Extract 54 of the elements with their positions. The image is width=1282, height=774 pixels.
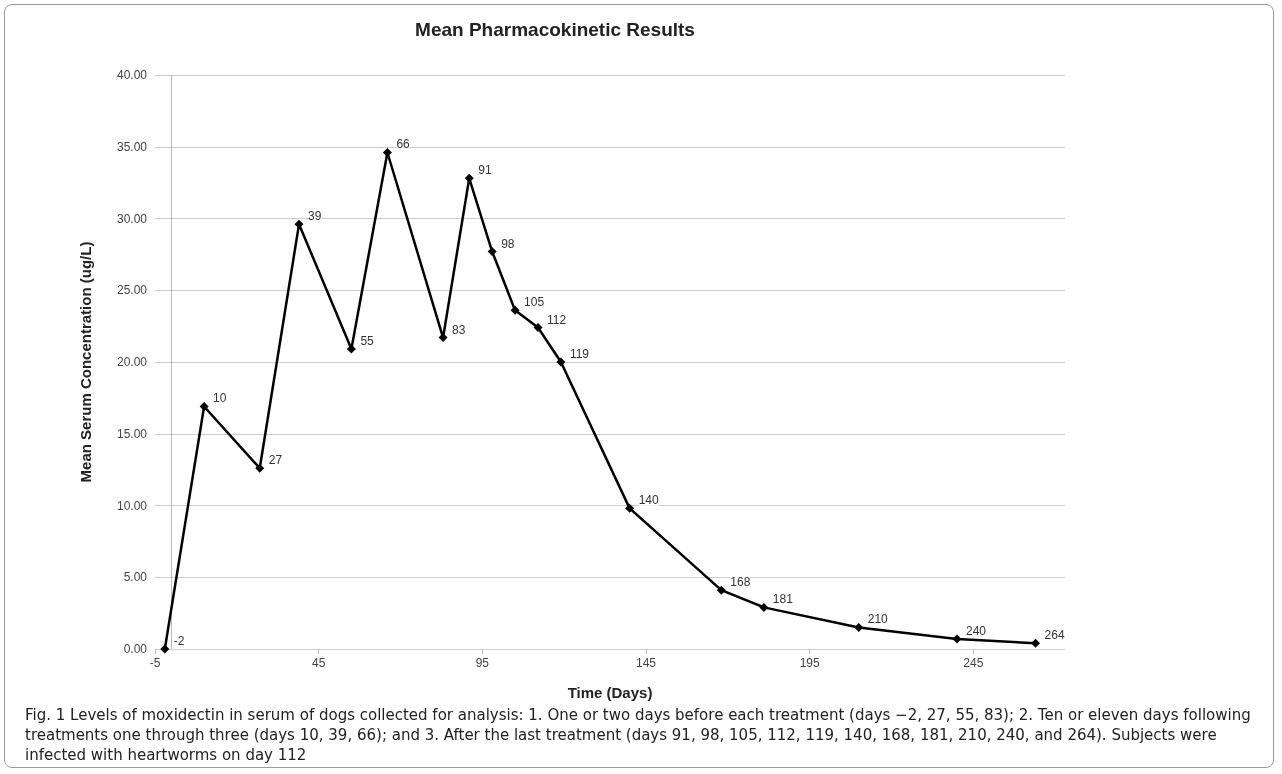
annotation: 91 <box>478 163 492 178</box>
chart-title: Mean Pharmacokinetic Results <box>415 19 695 40</box>
annotation: 264 <box>1044 628 1065 643</box>
y-tick-label: 20.00 <box>116 355 148 369</box>
caption: Fig. 1 Levels of moxidectin in serum of dogs collected for analysis: 1. One or two days before each treatment (days −2, 27, 55, 83); 2. Ten or eleven days following treatments one through three (days 10, 39, 66); and 3. After the last treatment (days 91, 98, 105, 112, 119, 140, 168, 181, 210, 240, and 264). Subjects were infected with heartworms on day 112 <box>25 705 1252 765</box>
x-tick-label: 95 <box>475 656 490 670</box>
annotation: 55 <box>360 334 375 349</box>
annotation: 210 <box>867 612 889 627</box>
annotation: 66 <box>396 137 411 152</box>
point <box>952 634 962 644</box>
annotation: 98 <box>501 236 515 251</box>
y-tick-label: 25.00 <box>116 283 148 298</box>
annotation: 181 <box>772 592 794 607</box>
y-tick-label: 5.00 <box>123 570 148 585</box>
point <box>556 357 566 367</box>
x-tick-label: 245 <box>963 656 984 670</box>
y-tick-label: 15.00 <box>116 426 148 441</box>
x-tick-label: 45 <box>311 656 326 670</box>
point <box>199 401 209 411</box>
x-tick-label: 195 <box>799 656 821 670</box>
annotation: 168 <box>730 575 751 590</box>
point <box>533 323 543 333</box>
annotation: -2 <box>173 634 185 648</box>
point <box>716 585 726 595</box>
annotation: 39 <box>308 209 322 224</box>
y-tick-label: 10.00 <box>116 498 148 513</box>
x-tick-label: 145 <box>635 656 657 670</box>
point <box>759 602 769 612</box>
point <box>160 644 170 654</box>
annotation: 112 <box>546 312 567 327</box>
annotation: 140 <box>638 493 659 508</box>
point <box>1031 638 1041 648</box>
point <box>854 622 864 632</box>
point <box>438 333 448 343</box>
point <box>625 503 635 513</box>
y-tick-label: 30.00 <box>116 211 148 226</box>
annotation: 83 <box>452 322 466 337</box>
x-axis-title: Time (Days) <box>567 684 653 701</box>
annotation: 27 <box>268 453 283 468</box>
annotation: 119 <box>569 347 590 361</box>
y-tick-label: 0.00 <box>123 642 148 656</box>
point <box>382 147 392 157</box>
y-tick-label: 40.00 <box>116 68 148 82</box>
y-tick-label: 35.00 <box>116 139 148 154</box>
point <box>255 463 265 473</box>
y-axis-title: Mean Serum Concentration (ug/L) <box>77 241 94 483</box>
annotation: 105 <box>524 295 545 310</box>
point <box>510 305 520 315</box>
point <box>487 247 497 257</box>
annotation: 240 <box>965 623 987 638</box>
x-tick-label: -5 <box>149 656 161 670</box>
point <box>464 173 474 183</box>
annotation: 10 <box>213 391 227 406</box>
point <box>294 219 304 229</box>
